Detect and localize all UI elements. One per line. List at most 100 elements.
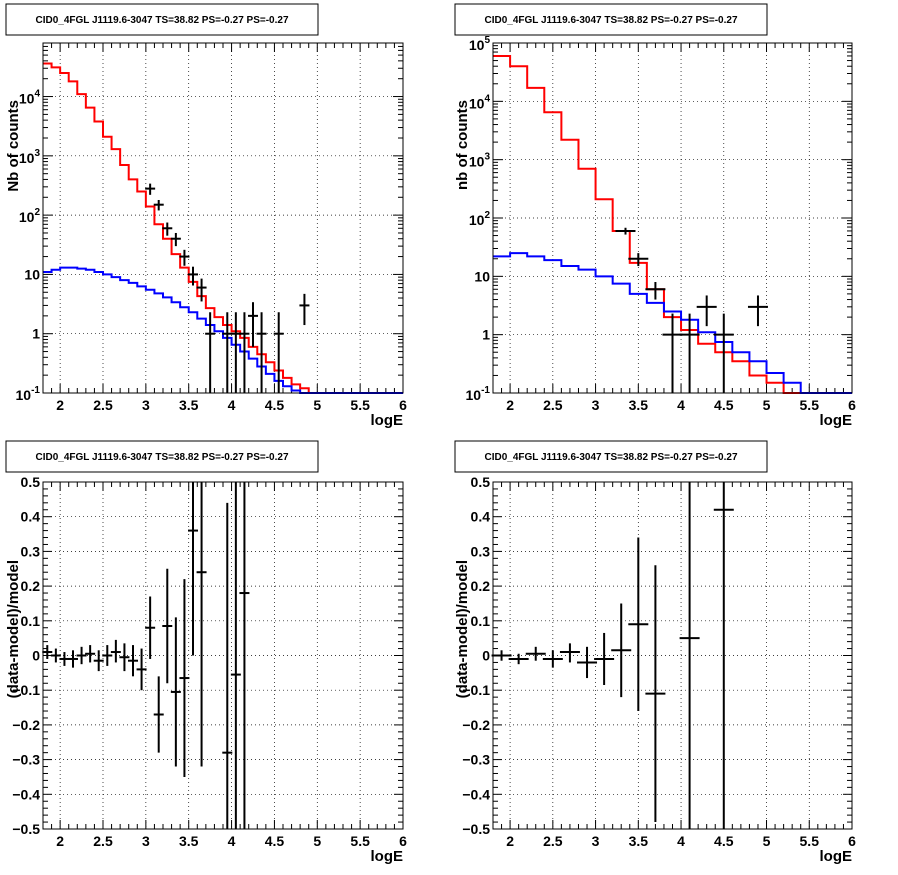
y-tick-label: 10-1: [466, 385, 491, 403]
data-point: [508, 653, 529, 665]
data-point: [119, 643, 130, 672]
data-point: [145, 183, 156, 195]
data-point: [188, 482, 198, 656]
data-point: [68, 650, 78, 668]
y-tick-label: 0.1: [471, 613, 491, 629]
y-tick-label: −0.1: [462, 682, 490, 698]
data-point: [239, 312, 250, 393]
plot-frame: [492, 42, 853, 394]
model-source-line: [493, 252, 852, 394]
data-point: [747, 295, 768, 327]
panel-top-right: CID0_4FGL J1119.6-3047 TS=38.82 PS=-0.27…: [454, 3, 856, 429]
x-tick-label: 5: [763, 833, 771, 849]
data-point: [696, 295, 717, 327]
y-tick-label: −0.1: [12, 682, 40, 698]
data-point: [713, 482, 734, 829]
y-tick-label: −0.2: [12, 717, 40, 733]
x-tick-label: 3.5: [179, 833, 199, 849]
data-point: [170, 617, 181, 767]
x-tick-label: 3: [592, 397, 600, 413]
data-point: [162, 568, 173, 684]
y-tick-label: 105: [469, 35, 491, 53]
data-point: [239, 482, 250, 829]
x-tick-label: 2.5: [93, 397, 113, 413]
data-point: [42, 645, 53, 659]
data-point: [196, 482, 207, 767]
data-point: [230, 482, 241, 829]
data-point: [491, 650, 512, 661]
data-point: [679, 313, 700, 393]
x-tick-label: 3.5: [629, 833, 649, 849]
x-tick-label: 2: [506, 833, 514, 849]
data-point: [145, 596, 156, 659]
data-point: [50, 648, 61, 663]
data-point: [93, 650, 104, 672]
data-point: [256, 312, 267, 393]
x-tick-label: 4: [677, 397, 685, 413]
data-point: [179, 249, 190, 266]
data-point: [628, 537, 649, 712]
y-tick-label: −0.5: [12, 821, 40, 837]
x-tick-label: 5: [313, 397, 321, 413]
x-tick-label: 5: [313, 833, 321, 849]
x-tick-label: 6: [399, 833, 407, 849]
model-source-line: [43, 266, 403, 394]
x-tick-label: 2.5: [543, 833, 563, 849]
y-tick-label: 103: [469, 152, 491, 170]
chart-title: CID0_4FGL J1119.6-3047 TS=38.82 PS=-0.27…: [35, 15, 288, 26]
data-point: [188, 266, 198, 286]
x-tick-label: 2.5: [543, 397, 563, 413]
data-point: [679, 482, 700, 829]
chart-title: CID0_4FGL J1119.6-3047 TS=38.82 PS=-0.27…: [35, 452, 288, 463]
y-tick-label: −0.2: [462, 717, 490, 733]
data-point: [230, 312, 241, 393]
y-tick-label: 0.2: [471, 578, 491, 594]
data-point: [136, 648, 147, 691]
x-tick-label: 3: [592, 833, 600, 849]
plot-frame: [42, 481, 404, 830]
x-tick-label: 5.5: [800, 833, 820, 849]
x-axis-title: logE: [371, 412, 404, 429]
data-point: [559, 643, 580, 663]
y-tick-label: 1: [482, 327, 490, 343]
x-tick-label: 6: [848, 833, 856, 849]
data-point: [59, 652, 70, 666]
y-tick-label: 0.4: [471, 509, 491, 525]
x-axis-title: logE: [371, 848, 404, 865]
title-box: [5, 440, 319, 473]
x-tick-label: 4: [228, 833, 236, 849]
data-point: [645, 565, 666, 823]
panel-bottom-right: CID0_4FGL J1119.6-3047 TS=38.82 PS=-0.27…: [454, 440, 856, 865]
y-tick-label: 0.1: [21, 613, 41, 629]
data-point: [85, 645, 96, 663]
y-tick-label: 102: [469, 210, 491, 228]
data-point: [628, 253, 649, 267]
x-tick-label: 5.5: [350, 397, 370, 413]
x-tick-label: 6: [848, 397, 856, 413]
x-tick-label: 4.5: [714, 833, 734, 849]
data-point: [299, 293, 310, 326]
data-point: [662, 313, 683, 393]
plot-frame: [42, 42, 404, 394]
data-point: [76, 646, 87, 665]
x-tick-label: 2: [56, 833, 64, 849]
data-point: [153, 676, 164, 753]
y-tick-label: 102: [19, 207, 41, 225]
y-axis-title: Nb of counts: [5, 100, 22, 192]
x-tick-label: 5.5: [800, 397, 820, 413]
y-tick-label: −0.4: [462, 786, 490, 802]
data-point: [594, 632, 615, 685]
chart-title: CID0_4FGL J1119.6-3047 TS=38.82 PS=-0.27…: [484, 15, 737, 26]
title-box: [5, 3, 319, 36]
x-tick-label: 4.5: [265, 397, 285, 413]
title-box: [454, 440, 768, 473]
y-axis-title: (data-model)/model: [454, 560, 471, 698]
y-tick-label: 0.3: [21, 543, 41, 559]
y-tick-label: 10-1: [16, 385, 41, 403]
x-tick-label: 2: [506, 397, 514, 413]
y-tick-label: 0.2: [21, 578, 41, 594]
title-box: [454, 3, 768, 36]
data-point: [542, 650, 563, 668]
x-tick-label: 3.5: [179, 397, 199, 413]
